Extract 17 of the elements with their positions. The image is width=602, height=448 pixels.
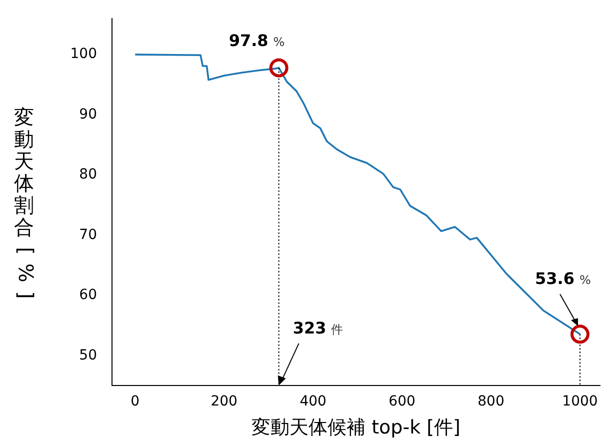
x-tick-label: 200 (210, 393, 238, 410)
x-axis-title: 変動天体候補 top-k [件] (252, 416, 460, 439)
x-tick-label: 400 (300, 393, 326, 410)
y-tick-label: 50 (79, 348, 97, 364)
x-tick-label: 1000 (562, 393, 598, 410)
y-tick-label: 100 (70, 46, 97, 62)
annotation: 53.6 % (534, 269, 591, 288)
ref-line-label: 323 件 (292, 318, 344, 338)
x-tick-label: 600 (388, 393, 416, 410)
y-tick-label: 70 (79, 226, 97, 243)
y-tick-label: 60 (79, 287, 97, 304)
annotation: 97.8 % (228, 30, 285, 50)
x-tick-label: 800 (478, 393, 504, 410)
x-tick-label: 0 (130, 393, 140, 410)
y-tick-label: 80 (79, 166, 97, 183)
text: 変動天体割合 [%] (14, 105, 38, 299)
y-tick-label: 90 (79, 106, 97, 122)
